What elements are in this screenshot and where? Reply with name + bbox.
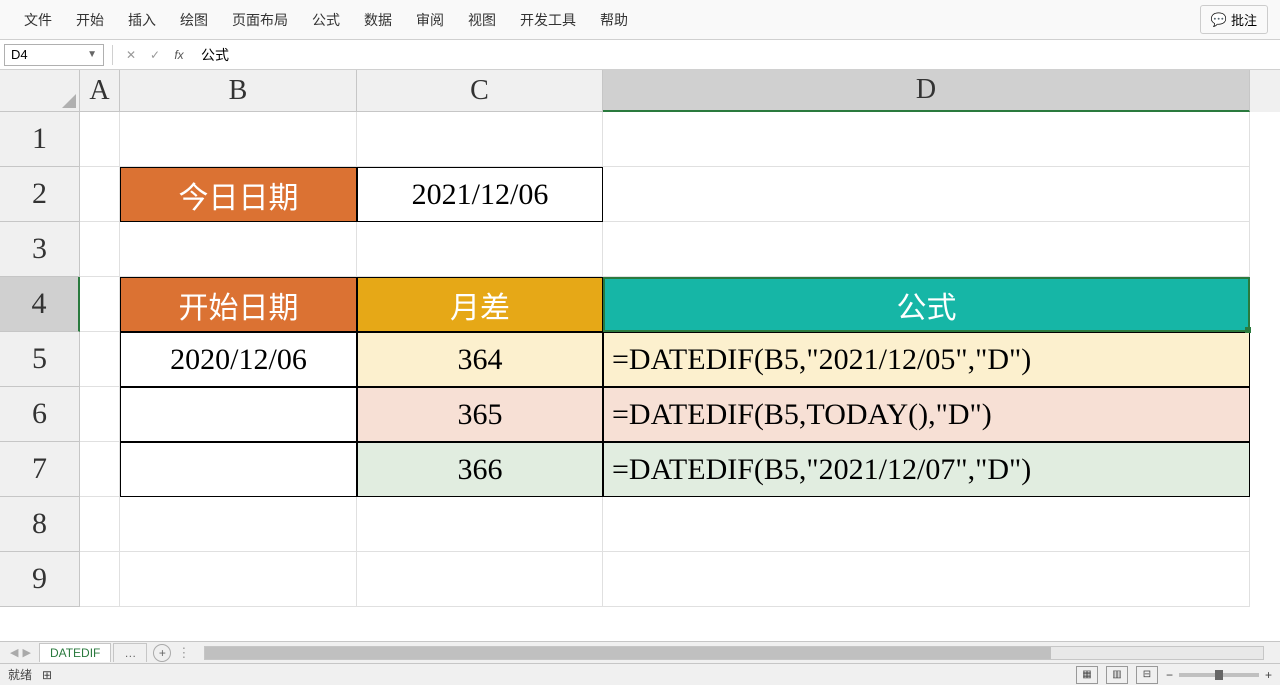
cell-d4[interactable]: 公式	[603, 277, 1250, 332]
fx-button[interactable]: fx	[169, 45, 189, 65]
col-header-d[interactable]: D	[603, 70, 1250, 112]
row-header-3[interactable]: 3	[0, 222, 80, 277]
cell-a2[interactable]	[80, 167, 120, 222]
col-header-a[interactable]: A	[80, 70, 120, 112]
tab-formulas[interactable]: 公式	[300, 2, 352, 38]
tab-draw[interactable]: 绘图	[168, 2, 220, 38]
cell-d1[interactable]	[603, 112, 1250, 167]
cell-d6[interactable]: =DATEDIF(B5,TODAY(),"D")	[603, 387, 1250, 442]
tab-help[interactable]: 帮助	[588, 2, 640, 38]
accessibility-icon[interactable]: ⊞	[42, 668, 52, 682]
comment-label: 批注	[1231, 10, 1257, 29]
view-pagelayout[interactable]: ▥	[1106, 666, 1128, 684]
cell-d9[interactable]	[603, 552, 1250, 607]
cell-d3[interactable]	[603, 222, 1250, 277]
row-header-9[interactable]: 9	[0, 552, 80, 607]
sheet-area: A B C D 1 2 3 4 5 6 7 8 9 今日日期 2021/12/0…	[0, 70, 1280, 644]
cell-c9[interactable]	[357, 552, 603, 607]
row-headers: 1 2 3 4 5 6 7 8 9	[0, 112, 80, 607]
separator	[112, 45, 113, 65]
sheet-tabs-bar: ◀ ▶ DATEDIF … + ⋮	[0, 641, 1280, 663]
view-pagebreak[interactable]: ⊟	[1136, 666, 1158, 684]
sheet-tab-datedif[interactable]: DATEDIF	[39, 643, 111, 662]
tab-insert[interactable]: 插入	[116, 2, 168, 38]
ribbon-tabs: 文件 开始 插入 绘图 页面布局 公式 数据 审阅 视图 开发工具 帮助 💬 批…	[0, 0, 1280, 40]
select-all-corner[interactable]	[0, 70, 80, 112]
sheet-nav-next[interactable]: ▶	[22, 646, 30, 659]
sheet-nav: ◀ ▶	[4, 646, 37, 659]
comment-button[interactable]: 💬 批注	[1200, 5, 1268, 34]
row-header-4[interactable]: 4	[0, 277, 80, 332]
cell-c3[interactable]	[357, 222, 603, 277]
cell-d7[interactable]: =DATEDIF(B5,"2021/12/07","D")	[603, 442, 1250, 497]
cell-c4[interactable]: 月差	[357, 277, 603, 332]
status-bar: 就绪 ⊞ ▦ ▥ ⊟ − +	[0, 663, 1280, 685]
cell-d5[interactable]: =DATEDIF(B5,"2021/12/05","D")	[603, 332, 1250, 387]
cell-c8[interactable]	[357, 497, 603, 552]
cell-b1[interactable]	[120, 112, 357, 167]
zoom-out-button[interactable]: −	[1166, 668, 1173, 682]
cell-b5[interactable]: 2020/12/06	[120, 332, 357, 387]
zoom-slider-thumb[interactable]	[1215, 670, 1223, 680]
cell-a1[interactable]	[80, 112, 120, 167]
zoom-in-button[interactable]: +	[1265, 668, 1272, 682]
tab-review[interactable]: 审阅	[404, 2, 456, 38]
confirm-button[interactable]: ✓	[145, 45, 165, 65]
cell-c2[interactable]: 2021/12/06	[357, 167, 603, 222]
tab-home[interactable]: 开始	[64, 2, 116, 38]
cell-a6[interactable]	[80, 387, 120, 442]
cells-grid: 今日日期 2021/12/06 开始日期 月差 公式 2020/12/06 36…	[80, 112, 1280, 607]
formula-input[interactable]	[193, 44, 1276, 66]
horizontal-scrollbar[interactable]	[204, 646, 1264, 660]
scrollbar-thumb[interactable]	[205, 647, 1051, 659]
tab-developer[interactable]: 开发工具	[508, 2, 588, 38]
cell-c6[interactable]: 365	[357, 387, 603, 442]
cell-b6[interactable]	[120, 387, 357, 442]
tab-data[interactable]: 数据	[352, 2, 404, 38]
cell-d8[interactable]	[603, 497, 1250, 552]
cell-b8[interactable]	[120, 497, 357, 552]
cell-a3[interactable]	[80, 222, 120, 277]
sheet-tab-more[interactable]: …	[113, 643, 147, 662]
cell-b2[interactable]: 今日日期	[120, 167, 357, 222]
col-header-c[interactable]: C	[357, 70, 603, 112]
row-header-1[interactable]: 1	[0, 112, 80, 167]
cell-c7[interactable]: 366	[357, 442, 603, 497]
chevron-down-icon: ▼	[87, 49, 97, 60]
sheet-nav-prev[interactable]: ◀	[10, 646, 18, 659]
cell-b9[interactable]	[120, 552, 357, 607]
cell-a8[interactable]	[80, 497, 120, 552]
cell-a4[interactable]	[80, 277, 120, 332]
comment-icon: 💬	[1211, 12, 1227, 28]
view-normal[interactable]: ▦	[1076, 666, 1098, 684]
zoom-slider[interactable]	[1179, 673, 1259, 677]
name-box-value: D4	[11, 47, 28, 62]
row-header-7[interactable]: 7	[0, 442, 80, 497]
row-header-5[interactable]: 5	[0, 332, 80, 387]
tab-pagelayout[interactable]: 页面布局	[220, 2, 300, 38]
col-header-b[interactable]: B	[120, 70, 357, 112]
row-header-2[interactable]: 2	[0, 167, 80, 222]
cell-b3[interactable]	[120, 222, 357, 277]
cell-b4[interactable]: 开始日期	[120, 277, 357, 332]
cell-b7[interactable]	[120, 442, 357, 497]
cell-a7[interactable]	[80, 442, 120, 497]
row-header-6[interactable]: 6	[0, 387, 80, 442]
cancel-button[interactable]: ✕	[121, 45, 141, 65]
zoom-controls: − +	[1166, 668, 1272, 682]
cell-d2[interactable]	[603, 167, 1250, 222]
tab-file[interactable]: 文件	[12, 2, 64, 38]
status-ready: 就绪	[8, 666, 32, 683]
cell-a5[interactable]	[80, 332, 120, 387]
cell-c1[interactable]	[357, 112, 603, 167]
name-box[interactable]: D4 ▼	[4, 44, 104, 66]
formula-bar: D4 ▼ ✕ ✓ fx	[0, 40, 1280, 70]
add-sheet-button[interactable]: +	[153, 644, 171, 662]
cell-c5[interactable]: 364	[357, 332, 603, 387]
row-header-8[interactable]: 8	[0, 497, 80, 552]
cell-a9[interactable]	[80, 552, 120, 607]
column-headers: A B C D	[80, 70, 1280, 112]
tab-view[interactable]: 视图	[456, 2, 508, 38]
sheet-sep: ⋮	[177, 645, 190, 661]
